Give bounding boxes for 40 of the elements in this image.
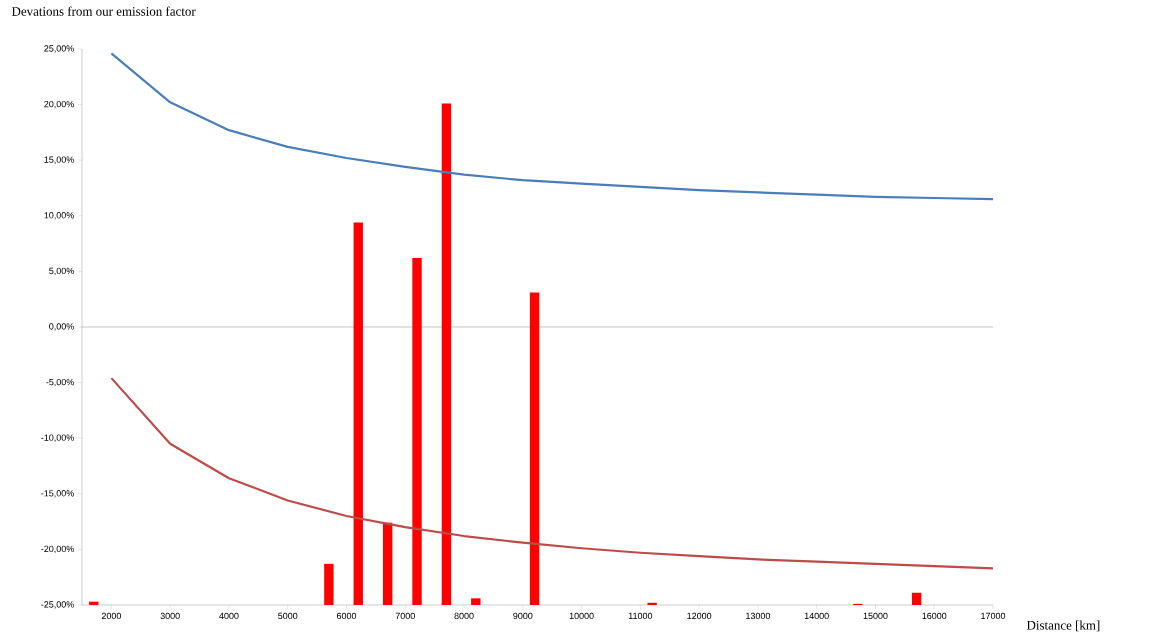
y-axis-title: Devations from our emission factor (11, 6, 196, 16)
y-tick-label: -25,00% (41, 601, 74, 609)
line-series (110, 52, 995, 201)
y-tick-label: 15,00% (44, 156, 74, 164)
x-tick-label: 10000 (569, 612, 594, 620)
x-tick-label: 15000 (863, 612, 888, 620)
y-tick-label: 25,00% (44, 45, 74, 53)
bar (471, 598, 481, 605)
x-tick-label: 5000 (278, 612, 298, 620)
bar (529, 292, 540, 605)
bar (441, 103, 452, 605)
line-series (110, 377, 995, 570)
x-tick-label: 17000 (981, 612, 1006, 620)
x-tick-label: 7000 (395, 612, 415, 620)
x-tick-label: 8000 (454, 612, 474, 620)
bar (353, 222, 363, 605)
x-tick-label: 3000 (160, 612, 180, 620)
y-tick-label: 0,00% (49, 323, 74, 331)
y-tick-label: -15,00% (41, 490, 74, 498)
x-tick-label: 16000 (922, 612, 947, 620)
bar (382, 522, 393, 605)
x-tick-label: 9000 (513, 612, 533, 620)
y-tick-label: 10,00% (44, 212, 74, 220)
x-tick-label: 4000 (219, 612, 239, 620)
bar (324, 563, 334, 605)
x-tick-label: 12000 (687, 612, 712, 620)
bar (412, 258, 422, 605)
y-tick-label: 5,00% (49, 267, 74, 276)
y-tick-label: -20,00% (41, 545, 74, 554)
x-tick-label: 2000 (101, 612, 122, 620)
y-tick-label: -10,00% (41, 434, 74, 442)
bar (911, 592, 922, 605)
x-tick-label: 6000 (336, 612, 357, 620)
bar (647, 602, 657, 605)
x-tick-label: 11000 (628, 612, 653, 620)
y-tick-label: -5,00% (46, 378, 74, 387)
x-tick-label: 13000 (746, 612, 771, 620)
x-tick-label: 14000 (804, 612, 829, 620)
x-axis-title: Distance [km] (1026, 620, 1100, 632)
y-tick-label: 20,00% (44, 100, 74, 109)
